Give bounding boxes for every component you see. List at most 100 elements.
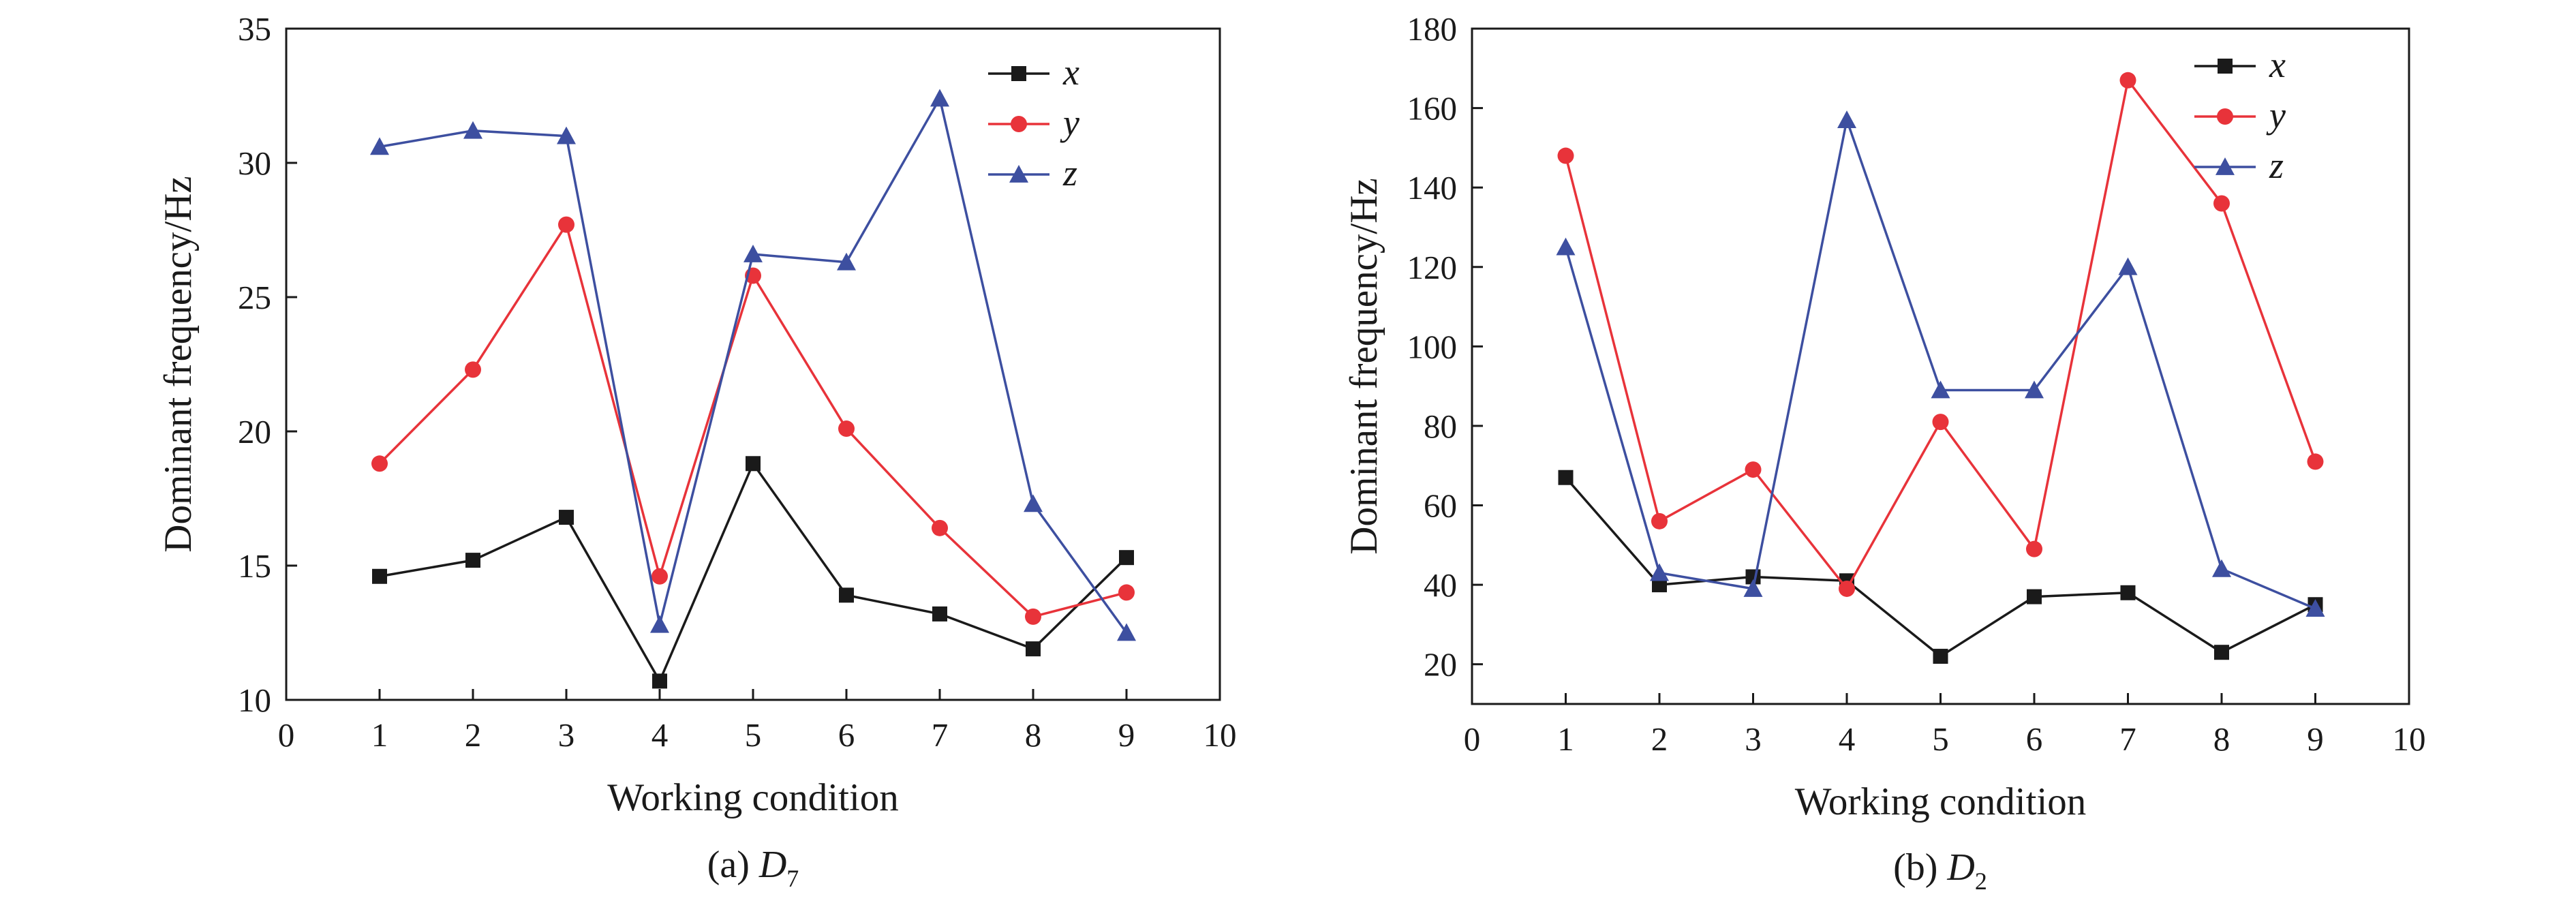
y-tick-label: 60 [1424,487,1457,525]
caption-variable: D [1946,846,1974,889]
data-point-y [2307,453,2324,470]
y-tick-label: 20 [238,413,271,450]
data-point-y [838,420,855,438]
legend-label-x: x [1062,52,1079,93]
x-tick-label: 5 [745,716,762,754]
series-x [372,456,1134,689]
data-point-z [1743,579,1763,597]
y-tick-label: 20 [1424,646,1457,684]
x-tick-label: 10 [2393,720,2426,758]
plot-frame [1471,27,2410,705]
data-point-y [2026,540,2042,557]
y-tick-label: 180 [1407,10,1458,48]
series-y [1557,72,2324,597]
series-z [1556,110,2325,617]
x-tick-label: 2 [465,716,482,754]
data-point-z [557,126,576,144]
caption-prefix: (a) [707,844,759,886]
data-point-x [1119,550,1134,566]
data-point-z [650,615,669,633]
chart-caption: (b) D2 [1893,846,1987,895]
data-point-x [1933,649,1948,664]
x-tick-label: 6 [2026,720,2043,758]
legend-label-y: y [2266,95,2286,136]
data-point-z [1117,623,1136,641]
data-point-y [371,455,388,472]
y-tick-label: 15 [238,547,271,585]
x-tick-label: 8 [2213,720,2230,758]
data-point-z [1024,494,1043,512]
data-point-z [2025,380,2044,399]
y-axis-label: Dominant frequency/Hz [1343,178,1385,554]
legend-marker-z [1009,165,1028,183]
data-point-z [463,121,482,139]
legend-label-z: z [2269,145,2284,186]
x-tick-label: 3 [1745,720,1762,758]
data-point-x [2214,645,2229,660]
x-tick-label: 9 [1118,716,1135,754]
legend-marker-y [2217,108,2233,125]
series-y [371,216,1135,625]
legend-label-x: x [2269,44,2286,85]
data-point-y [465,361,481,378]
x-tick-label: 5 [1932,720,1949,758]
data-point-y [1745,461,1762,478]
legend-marker-y [1011,116,1027,132]
data-point-x [2027,589,2042,604]
data-point-y [1118,584,1135,601]
caption-prefix: (b) [1893,846,1947,889]
data-point-z [1931,380,1950,399]
data-point-x [1652,577,1667,593]
y-tick-label: 10 [238,681,271,719]
data-point-x [372,568,387,584]
data-point-y [1651,512,1668,530]
y-tick-label: 120 [1407,249,1458,286]
data-point-z [1650,563,1669,581]
data-point-z [2212,559,2231,577]
x-tick-label: 10 [1203,716,1237,754]
data-point-z [837,252,856,271]
data-point-z [1556,237,1576,256]
data-point-x [1558,470,1574,485]
data-point-y [1025,608,1041,625]
x-tick-label: 0 [278,716,295,754]
series-z [370,89,1136,641]
x-axis-label: Working condition [1795,780,2087,823]
y-tick-label: 40 [1424,566,1457,604]
x-tick-label: 2 [1651,720,1668,758]
data-point-y [2119,72,2136,89]
series-line-x [379,462,1128,683]
series-x [1558,470,2323,664]
legend-label-y: y [1060,102,1079,143]
x-tick-label: 1 [1557,720,1574,758]
legend-marker-x [1011,66,1026,81]
x-tick-label: 6 [838,716,855,754]
caption-variable: D [758,844,786,886]
x-tick-label: 9 [2307,720,2324,758]
chart-panel-b: 0 1 2 3 4 5 6 7 8 9 10 20 40 60 80 100 120 140 160 180 Worki… [1343,10,2426,895]
data-point-y [1932,414,1949,431]
legend-marker-z [2215,157,2235,175]
legend-label-z: z [1062,153,1077,194]
y-tick-label: 80 [1424,408,1457,445]
data-point-z [930,89,949,107]
data-point-x [559,510,574,525]
legend-marker-x [2218,59,2233,74]
x-tick-label: 1 [371,716,388,754]
data-point-x [652,673,667,689]
y-tick-label: 100 [1407,328,1458,365]
data-point-z [2118,257,2138,275]
chart-caption: (a) D7 [707,844,799,892]
data-point-y [2213,195,2230,212]
data-point-x [932,606,947,622]
data-point-x [1026,641,1041,657]
data-point-y [651,568,668,585]
data-point-z [370,137,389,155]
x-tick-label: 8 [1025,716,1042,754]
data-point-x [2120,585,2136,600]
x-tick-label: 7 [2119,720,2136,758]
plot-frame [285,27,1221,701]
data-point-y [1557,147,1574,164]
y-tick-label: 35 [238,10,271,48]
